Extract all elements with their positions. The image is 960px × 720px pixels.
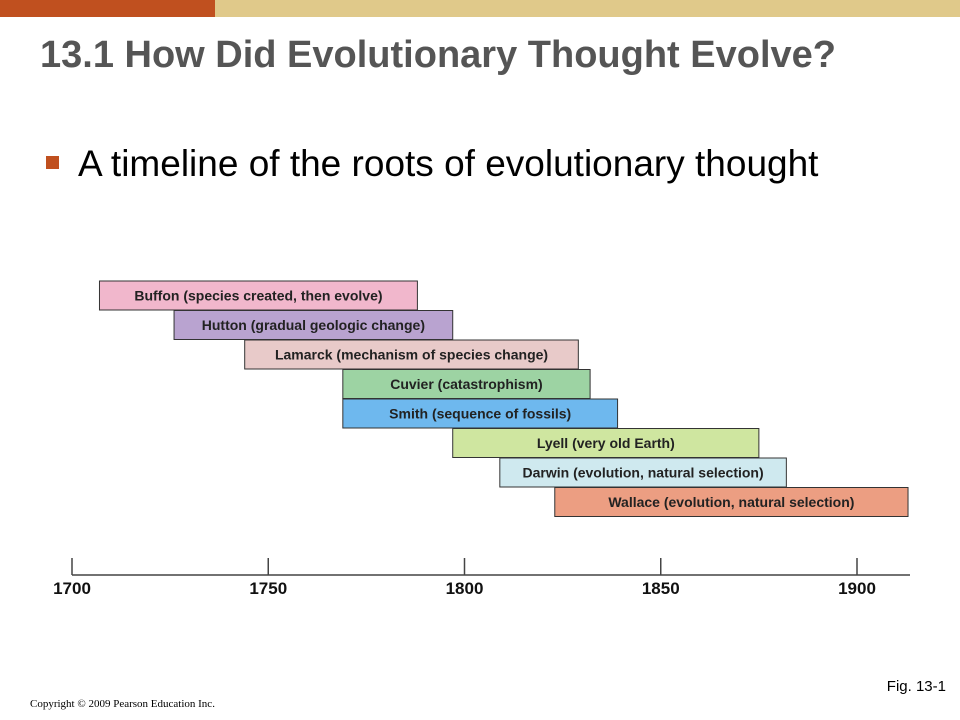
- timeline-bar-label: Lyell (very old Earth): [537, 435, 675, 451]
- timeline-bar: [499, 457, 787, 488]
- timeline-bar: [554, 487, 909, 517]
- timeline-tick-label: 1700: [53, 579, 91, 598]
- timeline-bar: [173, 310, 454, 340]
- timeline-bar-label: Darwin (evolution, natural selection): [523, 465, 764, 481]
- timeline-tick-label: 1750: [249, 579, 287, 598]
- header-accent-bar: [0, 0, 215, 17]
- timeline-bar-label: Smith (sequence of fossils): [389, 406, 571, 422]
- bullet-text: A timeline of the roots of evolutionary …: [78, 143, 819, 184]
- timeline-bar-label: Cuvier (catastrophism): [390, 376, 542, 392]
- timeline-tick-label: 1900: [838, 579, 876, 598]
- timeline-bar-label: Hutton (gradual geologic change): [202, 317, 425, 333]
- timeline-tick-label: 1800: [446, 579, 484, 598]
- timeline-bar: [98, 280, 418, 311]
- header-band-bar: [215, 0, 960, 17]
- timeline-diagram: Buffon (species created, then evolve) Hut…: [53, 280, 910, 598]
- timeline-tick-label: 1850: [642, 579, 680, 598]
- timeline-bar-label: Lamarck (mechanism of species change): [275, 347, 548, 363]
- copyright-notice: Copyright © 2009 Pearson Education Inc.: [30, 698, 215, 710]
- square-bullet-icon: [46, 156, 59, 169]
- figure-label: Fig. 13-1: [886, 678, 946, 695]
- timeline-bar-label: Buffon (species created, then evolve): [134, 288, 382, 304]
- timeline-bar-label: Wallace (evolution, natural selection): [608, 494, 854, 510]
- slide-title: 13.1 How Did Evolutionary Thought Evolve…: [40, 34, 836, 76]
